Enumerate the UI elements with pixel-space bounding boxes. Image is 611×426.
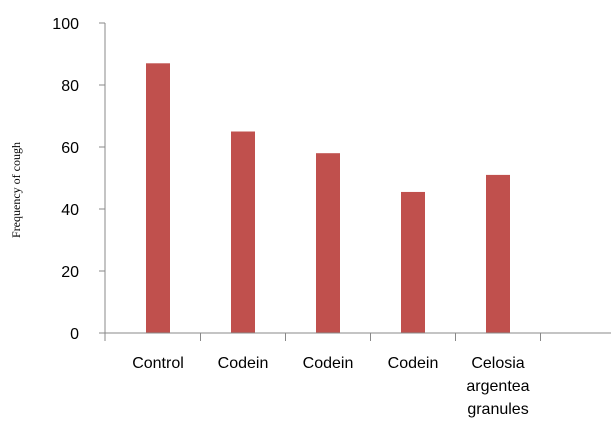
bar [486,174,510,333]
y-axis-title: Frequency of cough [9,142,23,238]
y-tick-label: 80 [61,78,79,95]
category-labels: Control Codein Codein Codein Celosia argentea… [132,355,529,418]
y-tick-label: 40 [61,202,79,219]
bar [231,131,255,333]
category-label: Codein [218,355,269,372]
bar [146,63,170,334]
y-tick-label: 60 [61,140,79,157]
category-label: Codein [388,355,439,372]
bar [316,153,340,333]
y-tick-label: 100 [52,16,79,33]
y-tick-label: 0 [70,326,79,343]
bar [401,191,425,333]
category-label: Codein [303,355,354,372]
y-axis-ticks: 0 20 40 60 80 100 [52,16,106,343]
y-tick-label: 20 [61,264,79,281]
x-axis [104,332,611,341]
category-label: Celosia argentea granules [466,355,529,418]
bars [146,63,510,334]
category-label: Control [132,355,184,372]
